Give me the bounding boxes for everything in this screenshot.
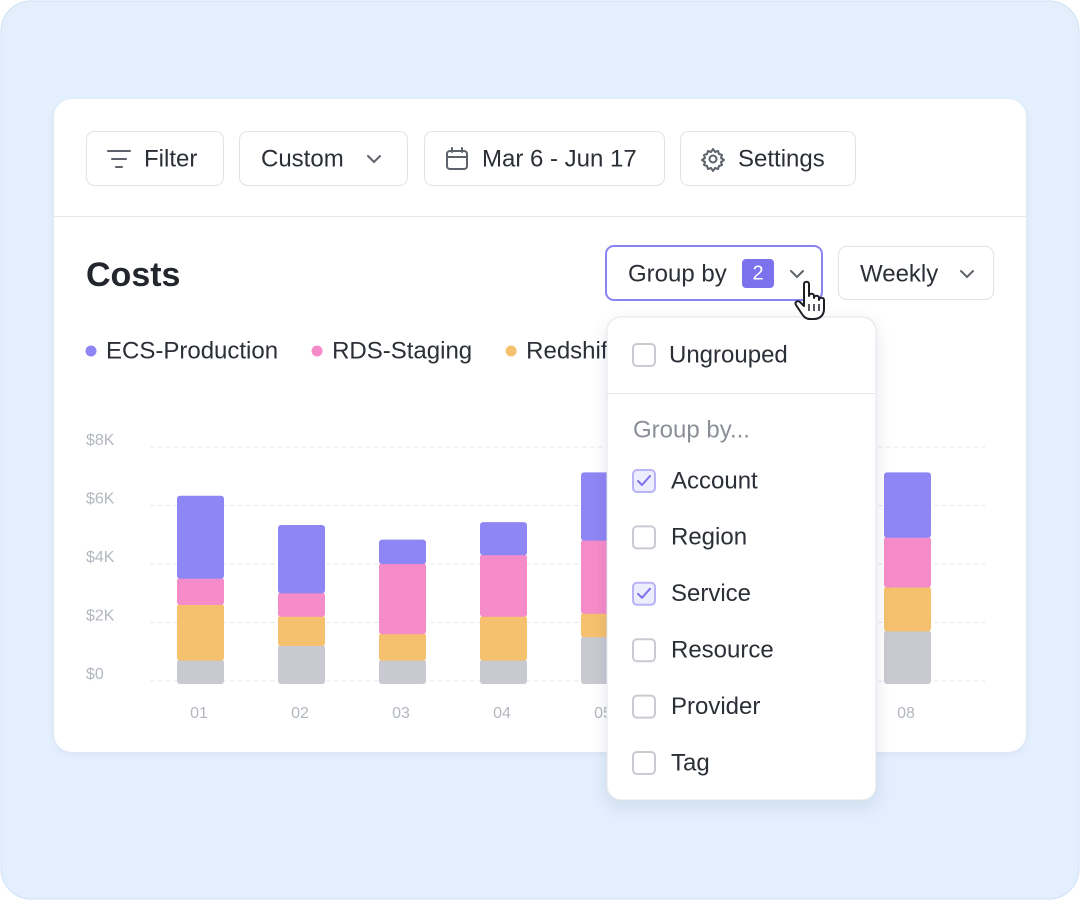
checkbox[interactable]: [632, 581, 656, 606]
button-frame: [86, 131, 224, 186]
legend-label: Redshift: [526, 337, 614, 364]
settings-button[interactable]: Settings: [680, 131, 856, 186]
legend-swatch: [311, 345, 323, 357]
group-by-menu: Group by... Ungrouped Account Region Servic…: [606, 316, 877, 801]
menu-option-label[interactable]: Ungrouped: [669, 341, 788, 368]
calendar-icon: [446, 147, 468, 170]
x-tick-label: 08: [897, 705, 915, 722]
bar-segment: [480, 522, 527, 556]
button-label: Settings: [738, 145, 825, 172]
checkbox[interactable]: [632, 638, 656, 663]
menu-panel: [606, 316, 877, 801]
button-label: Mar 6 - Jun 17: [482, 145, 637, 172]
y-tick-label: $0: [86, 666, 104, 683]
chevron: [960, 270, 974, 279]
menu-option-label[interactable]: Provider: [671, 693, 760, 720]
button-frame: [838, 246, 994, 300]
badge-count: 2: [752, 262, 763, 284]
legend-label: ECS-Production: [106, 337, 278, 364]
bar-segment: [884, 630, 931, 684]
bar-segment: [884, 472, 931, 538]
gear-icon: [701, 148, 725, 172]
y-tick-label: $4K: [86, 549, 115, 566]
checkbox[interactable]: [632, 751, 656, 775]
checkbox[interactable]: [632, 343, 656, 367]
button-frame: [680, 131, 856, 186]
menu-section-label: Group by...: [633, 416, 750, 443]
bar-segment: [278, 615, 325, 646]
x-tick-label: 01: [190, 705, 208, 722]
x-tick-label: 03: [392, 705, 410, 722]
pointer-cursor: [794, 280, 825, 320]
bar-segment: [379, 563, 426, 635]
button-frame: [239, 131, 408, 186]
date-range-button[interactable]: Mar 6 - Jun 17: [424, 131, 665, 186]
bar-segment: [278, 592, 325, 617]
menu-option-label[interactable]: Service: [671, 580, 751, 607]
bar-segment: [480, 659, 527, 684]
chevron: [790, 270, 804, 279]
y-tick-label: $2K: [86, 608, 115, 625]
menu-option-label[interactable]: Region: [671, 524, 747, 551]
checkbox[interactable]: [632, 694, 656, 719]
checkbox[interactable]: [632, 469, 656, 493]
bar-segment: [884, 536, 931, 588]
menu-option-label[interactable]: Account: [671, 467, 758, 494]
y-tick-label: $8K: [86, 432, 115, 449]
bar-segment: [379, 539, 426, 565]
checkmark: [637, 475, 651, 486]
bar-segment: [177, 604, 224, 661]
bar-segment: [379, 633, 426, 661]
bar-segment: [884, 586, 931, 632]
legend-label: RDS-Staging: [332, 337, 472, 364]
filter-icon: [107, 150, 131, 168]
checkmark: [637, 587, 651, 599]
x-tick-label: 04: [493, 705, 511, 722]
section-title: Costs: [86, 256, 180, 294]
group-by-button[interactable]: Group by 2: [605, 245, 823, 301]
button-label: Group by: [628, 260, 727, 287]
chevron: [367, 155, 381, 164]
bar-segment: [379, 659, 426, 684]
button-label: Filter: [144, 145, 197, 172]
button-label: Weekly: [860, 260, 938, 287]
bar-segment: [177, 577, 224, 606]
legend-swatch: [505, 345, 517, 357]
legend-swatch: [85, 345, 97, 357]
menu-option-label[interactable]: Tag: [671, 749, 710, 776]
x-tick-label: 02: [291, 705, 309, 722]
filter-button[interactable]: Filter: [86, 131, 224, 186]
bar-segment: [278, 644, 325, 684]
y-tick-label: $6K: [86, 491, 115, 508]
button-frame: [424, 131, 665, 186]
bar-segment: [480, 554, 527, 617]
menu-option-label[interactable]: Resource: [671, 637, 774, 664]
toolbar: Filter Custom Mar 6 - Jun 17 Settings: [86, 131, 856, 186]
bar-segment: [278, 525, 325, 594]
count-badge: [742, 259, 774, 288]
interval-button[interactable]: Weekly: [838, 246, 994, 300]
range-mode-button[interactable]: Custom: [239, 131, 408, 186]
bar-segment: [177, 659, 224, 684]
button-label: Custom: [261, 145, 344, 172]
bar-segment: [177, 495, 224, 579]
bar-segment: [480, 615, 527, 661]
checkbox[interactable]: [632, 525, 656, 550]
